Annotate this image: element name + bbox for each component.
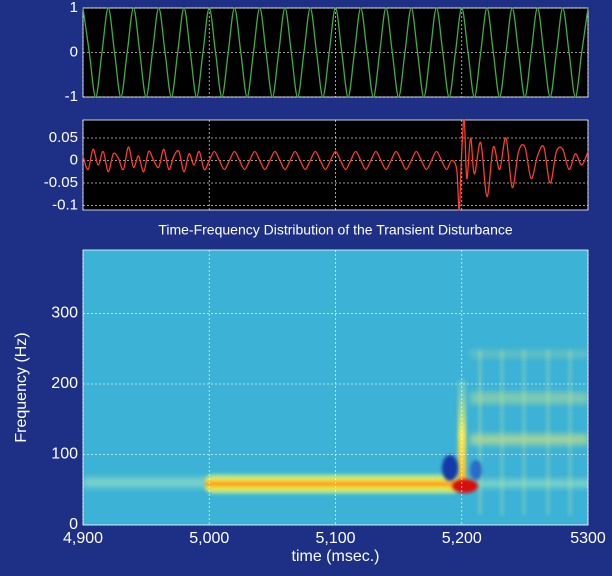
heatmap-stripe	[500, 350, 504, 515]
heatmap-harmonic	[470, 434, 588, 445]
heatmap-band	[83, 477, 223, 488]
y-tick-label: -1	[65, 88, 78, 105]
x-tick-label: 5,000	[189, 530, 229, 547]
x-tick-label: 5,100	[315, 530, 355, 547]
y-tick-label: -0.05	[44, 174, 78, 191]
heatmap-stripe	[568, 350, 572, 515]
chart-title: Time-Frequency Distribution of the Trans…	[158, 222, 513, 238]
heatmap-peak	[452, 479, 478, 493]
y-tick-label: 0	[70, 151, 78, 168]
signal-line	[82, 118, 589, 211]
y-tick-label: 0	[69, 516, 78, 533]
y-tick-label: 0	[70, 43, 78, 60]
y-tick-label: 1	[70, 0, 78, 16]
y-tick-label: 300	[51, 305, 78, 322]
heatmap-ridge	[205, 474, 460, 494]
heatmap-stripe	[546, 350, 550, 515]
x-tick-label: 4,900	[63, 530, 103, 547]
signal-line	[82, 7, 589, 98]
y-tick-label: 200	[51, 375, 78, 392]
heatmap-stripe	[478, 350, 482, 515]
y-tick-label: 0.05	[49, 129, 78, 146]
heatmap-trough	[442, 455, 458, 481]
x-tick-label: 5,200	[442, 530, 482, 547]
heatmap-stripe	[522, 350, 526, 515]
heatmap-harmonic	[470, 350, 588, 358]
heatmap-trough	[470, 460, 482, 480]
x-tick-label: 5300	[570, 530, 606, 547]
y-axis-label: Frequency (Hz)	[13, 332, 30, 442]
y-tick-label: 100	[51, 446, 78, 463]
y-tick-label: -0.1	[52, 196, 78, 213]
heatmap-harmonic	[470, 392, 588, 404]
heatmap	[83, 250, 588, 525]
x-axis-label: time (msec.)	[292, 548, 380, 565]
